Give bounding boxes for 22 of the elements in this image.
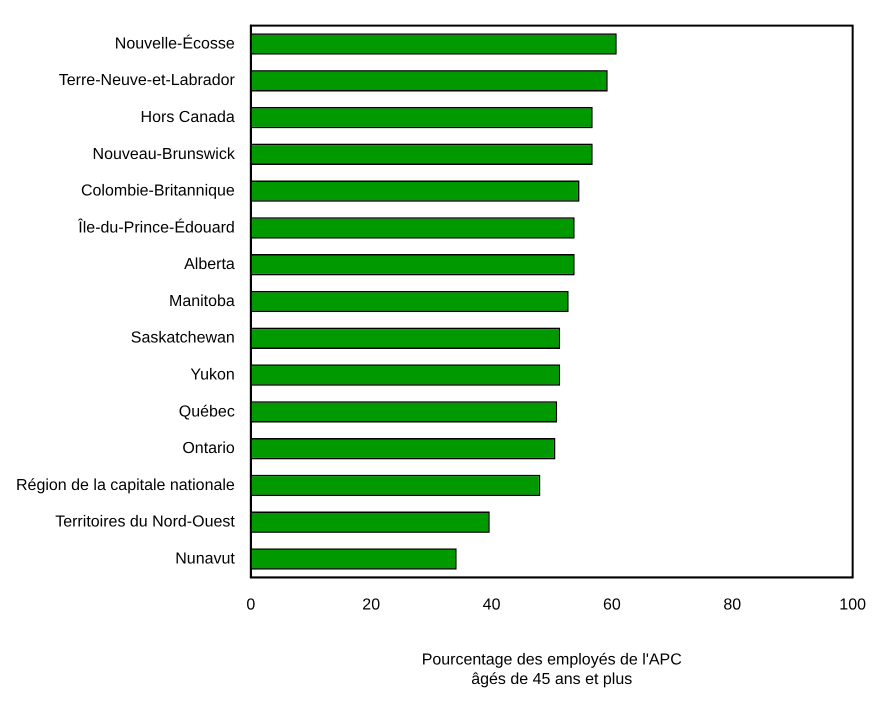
x-tick-label: 40 — [482, 596, 501, 614]
y-tick-label: Nouvelle-Écosse — [114, 34, 235, 52]
y-tick-label: Île-du-Prince-Édouard — [77, 218, 235, 236]
y-tick-label: Ontario — [182, 440, 235, 458]
y-tick-label: Yukon — [190, 366, 235, 384]
y-tick-label: Alberta — [184, 256, 235, 274]
x-tick-label: 100 — [839, 596, 866, 614]
y-tick-label: Territoires du Nord-Ouest — [55, 514, 236, 531]
y-tick-label: Nouveau-Brunswick — [92, 146, 236, 163]
y-tick-label: Hors Canada — [140, 108, 235, 126]
y-tick-label: Manitoba — [169, 292, 235, 310]
x-tick-label: 60 — [603, 596, 621, 614]
x-tick-label: 20 — [362, 596, 380, 614]
y-tick-label: Nunavut — [175, 550, 236, 568]
y-tick-label: Colombie-Britannique — [80, 182, 235, 200]
y-tick-label: Région de la capitale nationale — [16, 476, 235, 494]
x-tick-label: 0 — [246, 596, 256, 614]
y-tick-label: Saskatchewan — [130, 330, 235, 347]
x-tick-label: 80 — [723, 596, 742, 614]
y-tick-label: Terre-Neuve-et-Labrador — [58, 72, 236, 90]
x-axis-title: Pourcentage des employés de l'APC âgés de 45 ans et plus — [422, 652, 682, 688]
y-tick-label: Québec — [178, 403, 235, 420]
